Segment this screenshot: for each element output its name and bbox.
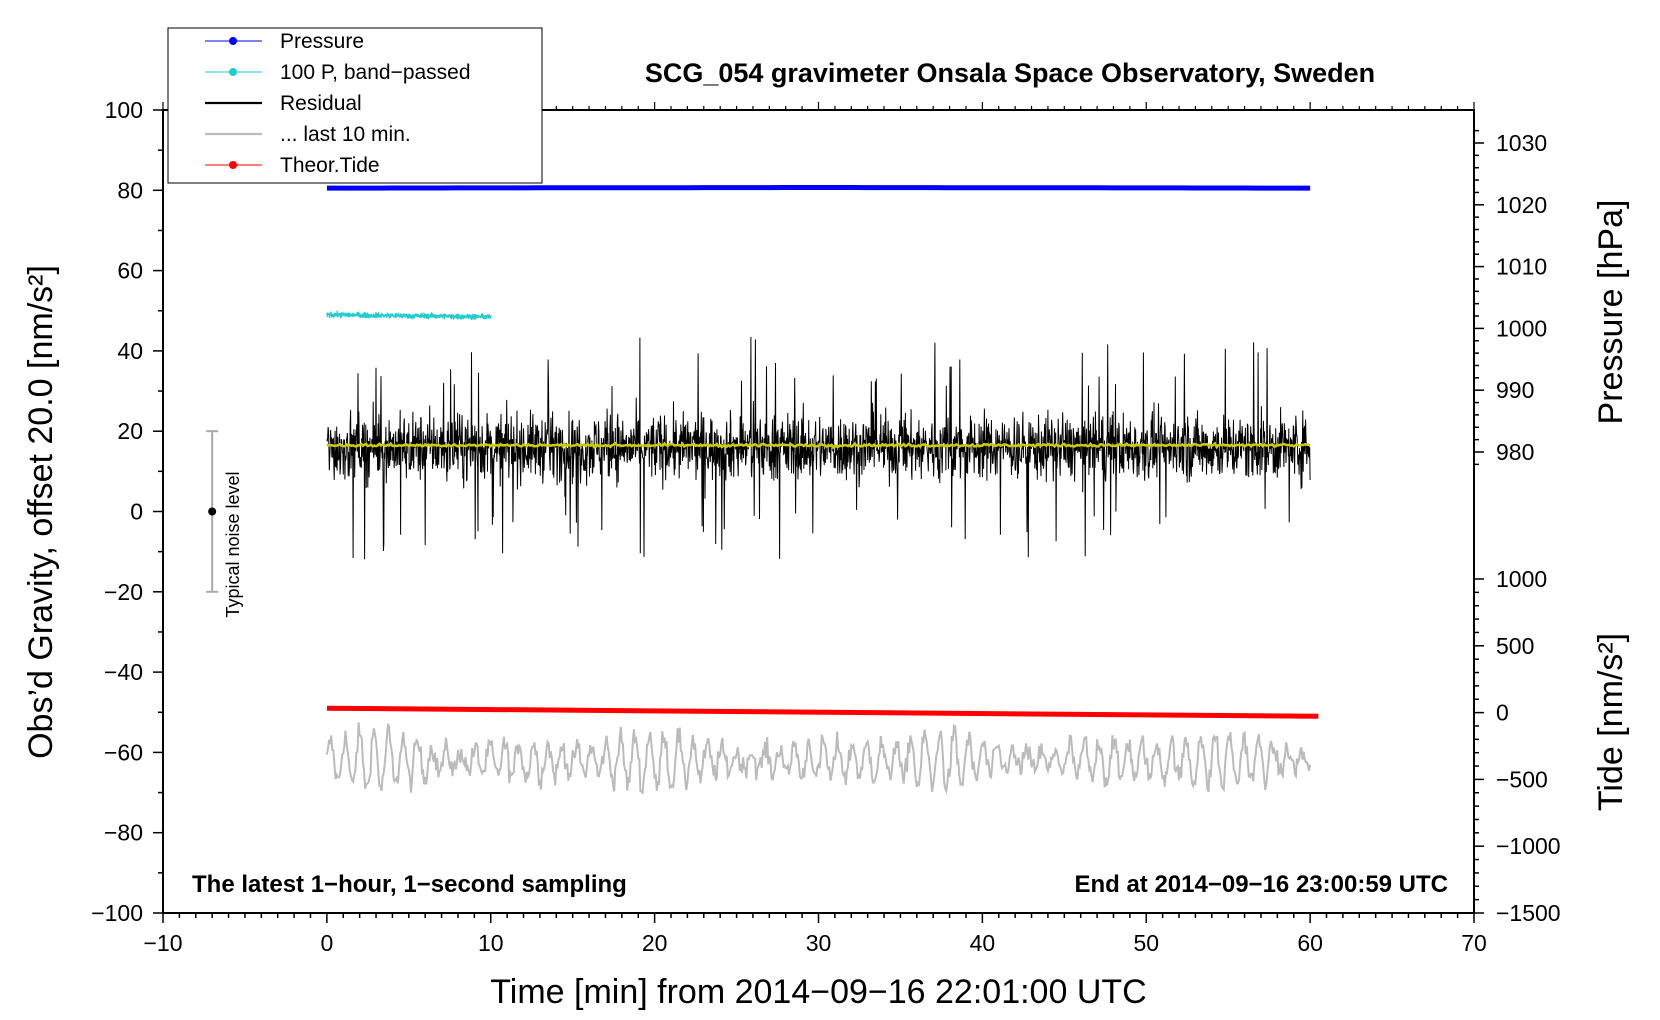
tide-tick-label: −500 — [1496, 766, 1548, 792]
legend: Pressure 100 P, band−passed Residual ... la… — [167, 27, 543, 184]
legend-swatch-marker — [229, 161, 237, 169]
tide-tick-label: −1500 — [1496, 900, 1561, 926]
y-tick-label: −40 — [104, 659, 143, 685]
series-layer — [325, 185, 1319, 795]
x-tick-label: 60 — [1297, 930, 1323, 956]
tide-tick-label: 500 — [1496, 633, 1534, 659]
pressure-tick-label: 1000 — [1496, 315, 1547, 341]
tide-tick-label: −1000 — [1496, 833, 1561, 859]
y-tick-label: −80 — [104, 820, 143, 846]
series-theoretical-tide — [326, 705, 1319, 719]
frame-layer: −10 0 10 20 30 40 50 60 70−100−80−60−40−20020406… — [91, 97, 1560, 956]
legend-swatch-marker — [229, 68, 237, 76]
tide-tick-label: 0 — [1496, 700, 1509, 726]
chart-title: SCG_054 gravimeter Onsala Space Observat… — [645, 58, 1375, 88]
series-last-10-min — [325, 722, 1312, 795]
noise-level-label: Typical noise level — [223, 471, 243, 617]
noise-bar-center — [208, 507, 217, 516]
y-tick-label: −20 — [104, 579, 143, 605]
annotation-right: End at 2014−09−16 23:00:59 UTC — [1074, 871, 1448, 898]
y-tick-label: 40 — [117, 338, 143, 364]
legend-swatch-marker — [229, 37, 237, 45]
y-tick-label: −100 — [91, 900, 143, 926]
legend-label: 100 P, band−passed — [280, 61, 471, 84]
text-layer: SCG_054 gravimeter Onsala Space Observat… — [22, 58, 1630, 1011]
y-tick-label: 20 — [117, 418, 143, 444]
pressure-tick-label: 990 — [1496, 377, 1534, 403]
legend-label: Residual — [280, 92, 362, 115]
pressure-tick-label: 980 — [1496, 439, 1534, 465]
y-tick-label: 0 — [130, 499, 143, 525]
x-axis-title: Time [min] from 2014−09−16 22:01:00 UTC — [490, 973, 1146, 1011]
y-tick-label: 100 — [105, 97, 143, 123]
noise-bar-group: Typical noise level — [206, 430, 243, 618]
tide-tick-label: 1000 — [1496, 566, 1547, 592]
legend-label: ... last 10 min. — [280, 123, 411, 146]
pressure-tick-label: 1030 — [1496, 130, 1547, 156]
x-tick-label: 10 — [478, 930, 504, 956]
pressure-tick-label: 1010 — [1496, 254, 1547, 280]
legend-label: Pressure — [280, 30, 364, 53]
x-tick-label: 20 — [642, 930, 668, 956]
series-residual-smoothed — [326, 441, 1311, 450]
y-axis-title-pressure: Pressure [hPa] — [1592, 200, 1630, 425]
x-tick-label: 40 — [970, 930, 996, 956]
x-tick-label: 50 — [1133, 930, 1159, 956]
series-pressure-band-passed — [326, 310, 492, 321]
pressure-tick-label: 1020 — [1496, 192, 1547, 218]
x-tick-label: 30 — [806, 930, 832, 956]
legend-box — [167, 27, 543, 184]
series-residual — [326, 336, 1311, 560]
annotation-left: The latest 1−hour, 1−second sampling — [192, 871, 627, 898]
x-tick-label: −10 — [143, 930, 182, 956]
x-tick-label: 70 — [1461, 930, 1487, 956]
y-tick-label: 60 — [117, 258, 143, 284]
y-axis-title-left: Obs’d Gravity, offset 20.0 [nm/s²] — [22, 265, 60, 759]
x-tick-label: 0 — [320, 930, 333, 956]
y-tick-label: 80 — [117, 177, 143, 203]
y-axis-title-tide: Tide [nm/s²] — [1592, 633, 1630, 811]
plot-frame — [162, 109, 1475, 914]
series-pressure — [326, 185, 1311, 191]
legend-label: Theor.Tide — [280, 154, 380, 177]
y-tick-label: −60 — [104, 739, 143, 765]
